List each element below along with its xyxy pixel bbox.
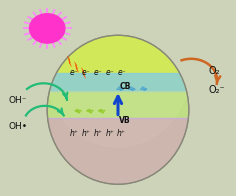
- Text: VB: VB: [119, 116, 131, 125]
- Bar: [42, 91, 194, 118]
- Text: h⁺: h⁺: [117, 129, 126, 138]
- Text: O₂: O₂: [209, 65, 220, 76]
- Text: h⁺: h⁺: [105, 129, 114, 138]
- Bar: [42, 118, 194, 186]
- Circle shape: [30, 14, 65, 43]
- Text: h⁺: h⁺: [70, 129, 79, 138]
- Ellipse shape: [47, 0, 189, 147]
- Polygon shape: [81, 68, 86, 78]
- Polygon shape: [67, 56, 72, 67]
- Text: e⁻: e⁻: [117, 68, 126, 77]
- Text: e⁻: e⁻: [82, 68, 91, 77]
- Text: e⁻: e⁻: [93, 68, 102, 77]
- Bar: [42, 73, 194, 91]
- Text: CB: CB: [119, 82, 131, 91]
- Text: O₂⁻: O₂⁻: [209, 85, 225, 95]
- Text: h⁺: h⁺: [93, 129, 102, 138]
- Text: e⁻: e⁻: [70, 68, 79, 77]
- Ellipse shape: [47, 35, 189, 184]
- Text: OH⁻: OH⁻: [8, 96, 27, 105]
- Text: h⁺: h⁺: [82, 129, 91, 138]
- Polygon shape: [74, 62, 79, 73]
- Text: e⁻: e⁻: [105, 68, 114, 77]
- Text: OH•: OH•: [8, 122, 27, 131]
